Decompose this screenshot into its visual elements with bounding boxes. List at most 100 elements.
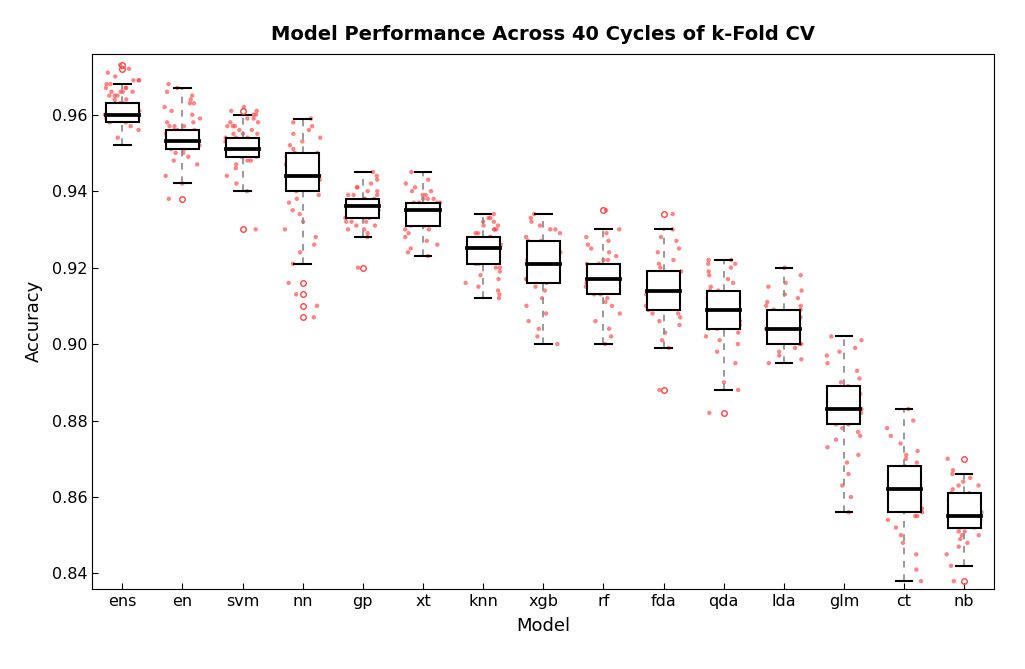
Point [360, 209, 376, 219]
Point [648, 274, 664, 284]
Point [785, 335, 802, 346]
Point [361, 213, 377, 223]
Point [526, 209, 542, 219]
Point [956, 526, 973, 537]
Point [909, 446, 926, 456]
Point [940, 454, 956, 464]
Point [669, 282, 686, 292]
Point [941, 496, 957, 506]
Point [943, 492, 959, 502]
Point [490, 220, 506, 231]
Point [844, 385, 860, 395]
Bar [587, 264, 620, 294]
Point [638, 300, 654, 311]
Point [520, 255, 536, 266]
Point [887, 492, 903, 502]
Point [169, 82, 186, 93]
Point [601, 235, 617, 246]
Point [902, 469, 918, 480]
Point [244, 144, 260, 155]
Point [604, 300, 620, 311]
Point [232, 140, 248, 151]
Point [895, 537, 911, 548]
Point [660, 343, 676, 353]
Point [592, 266, 609, 277]
Point [405, 209, 421, 219]
Point [792, 304, 809, 315]
Point [235, 128, 251, 139]
Point [421, 216, 438, 227]
Point [360, 231, 376, 242]
Point [893, 530, 909, 541]
Point [664, 270, 681, 280]
Point [107, 98, 123, 108]
Point [340, 189, 357, 200]
Point [338, 216, 355, 227]
Point [343, 209, 360, 219]
Point [190, 132, 206, 143]
Point [294, 136, 311, 147]
Point [223, 106, 240, 116]
Point [410, 201, 426, 212]
Point [285, 117, 301, 128]
Point [718, 293, 734, 304]
Point [518, 231, 534, 242]
Point [229, 178, 245, 189]
Point [891, 472, 907, 483]
Bar [286, 153, 319, 191]
Bar [827, 386, 860, 424]
Point [882, 472, 898, 483]
Point [308, 231, 324, 242]
Point [355, 213, 371, 223]
Point [102, 102, 119, 112]
Point [939, 549, 955, 560]
Point [348, 201, 365, 212]
Point [239, 132, 255, 143]
Point [943, 496, 959, 506]
Point [416, 220, 433, 231]
Point [161, 193, 177, 204]
Point [481, 213, 497, 223]
Point [955, 503, 972, 514]
Point [486, 209, 502, 219]
Point [960, 499, 977, 510]
Bar [707, 290, 740, 328]
Point [102, 79, 119, 90]
Point [348, 220, 365, 231]
Point [727, 358, 743, 369]
Point [344, 209, 361, 219]
Point [878, 423, 895, 434]
Point [157, 102, 173, 112]
Point [897, 465, 913, 476]
Point [762, 320, 778, 330]
Point [340, 201, 357, 212]
Point [709, 323, 726, 334]
Point [908, 549, 925, 560]
Point [698, 331, 714, 342]
Point [852, 430, 868, 441]
Point [227, 121, 243, 132]
Point [527, 282, 543, 292]
X-axis label: Model: Model [517, 617, 570, 635]
Point [470, 282, 487, 292]
Point [312, 132, 328, 143]
Point [598, 296, 614, 307]
Point [952, 534, 969, 545]
Point [220, 148, 237, 159]
Point [530, 266, 546, 277]
Point [366, 193, 382, 204]
Point [549, 339, 566, 349]
Point [594, 270, 611, 280]
Point [488, 262, 504, 273]
Point [547, 224, 564, 235]
Point [671, 320, 688, 330]
Point [130, 124, 147, 135]
Point [523, 216, 539, 227]
Point [701, 407, 717, 418]
Point [118, 109, 134, 120]
Point [520, 235, 536, 246]
Point [834, 415, 851, 426]
Point [762, 327, 778, 338]
Point [294, 155, 311, 166]
Point [282, 140, 298, 151]
